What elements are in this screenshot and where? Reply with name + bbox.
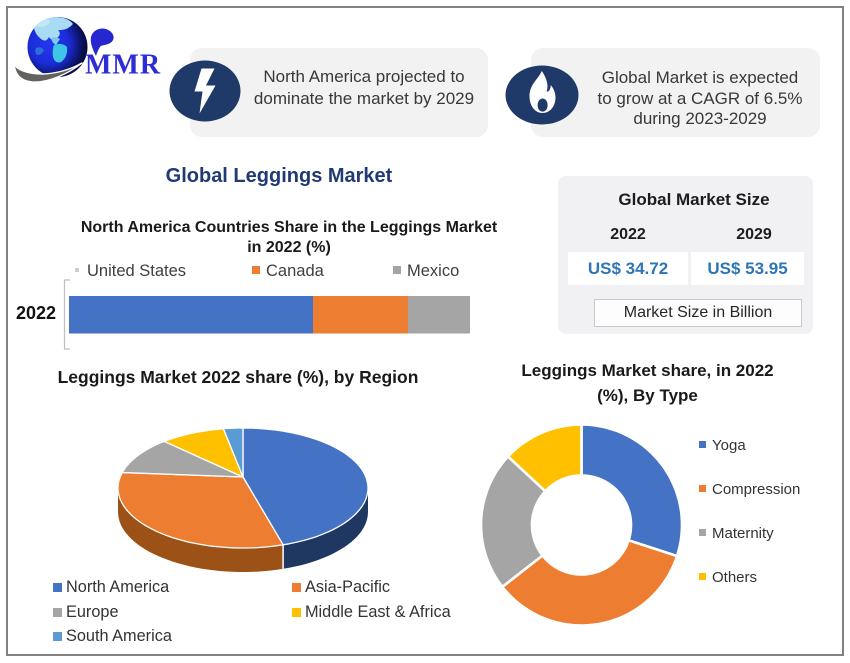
svg-text:MMR: MMR [85, 50, 161, 81]
